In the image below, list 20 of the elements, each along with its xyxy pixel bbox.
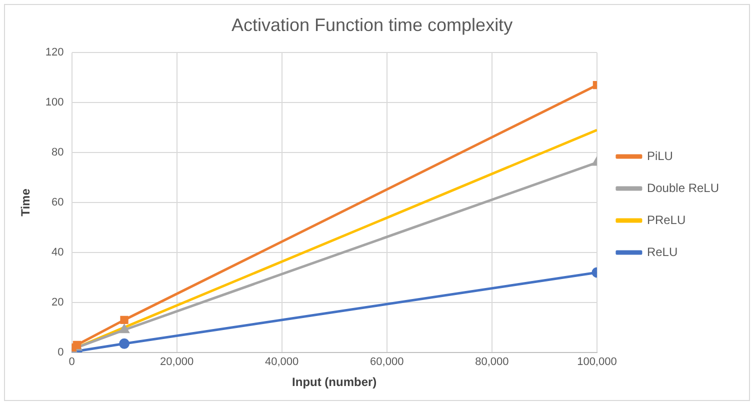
- y-tick-label: 0: [58, 346, 64, 358]
- x-tick-label: 20,000: [160, 356, 194, 368]
- x-tick-label: 80,000: [475, 356, 509, 368]
- chart-title: Activation Function time complexity: [231, 14, 513, 35]
- legend-label: ReLU: [646, 244, 678, 259]
- y-axis-title: Time: [18, 188, 33, 216]
- y-tick-label: 80: [52, 146, 64, 159]
- legend-label: Double ReLU: [646, 180, 720, 195]
- legend-label: PiLU: [646, 148, 673, 163]
- y-tick-label: 60: [52, 196, 64, 209]
- y-tick-label: 40: [52, 246, 64, 258]
- x-tick-label: 100,000: [577, 356, 617, 368]
- x-tick-label: 60,000: [370, 356, 404, 368]
- x-tick-label: 0: [68, 356, 75, 368]
- y-tick-label: 120: [45, 46, 64, 59]
- x-tick-label: 40,000: [265, 356, 299, 368]
- y-tick-label: 100: [45, 96, 64, 109]
- x-axis-title: Input (number): [292, 375, 377, 390]
- legend-label: PReLU: [646, 212, 686, 227]
- y-tick-label: 20: [52, 296, 64, 308]
